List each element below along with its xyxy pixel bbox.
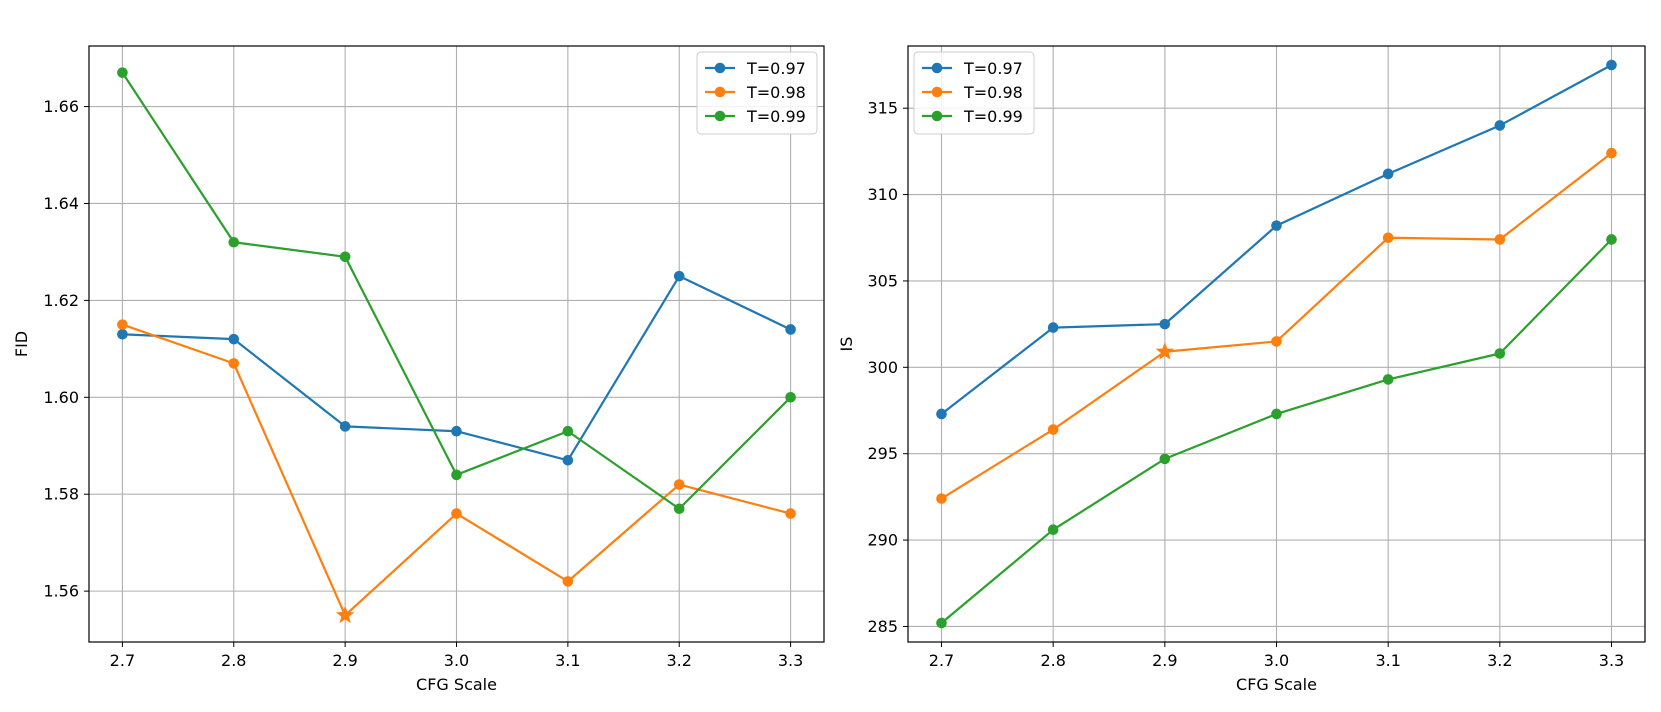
star-marker: [335, 605, 355, 624]
y-tick-label: 1.58: [43, 485, 79, 504]
y-tick-label: 285: [867, 617, 898, 636]
data-point: [339, 251, 351, 263]
y-tick-label: 295: [867, 444, 898, 463]
y-tick-label: 315: [867, 99, 898, 118]
y-tick-label: 305: [867, 271, 898, 290]
data-point: [936, 617, 947, 629]
data-point: [936, 493, 947, 504]
data-point: [117, 329, 128, 340]
data-point: [1159, 453, 1171, 465]
x-tick-label: 2.8: [1040, 651, 1065, 670]
data-point: [1494, 348, 1506, 359]
x-tick-label: 3.2: [1487, 651, 1512, 670]
x-tick-label: 3.1: [555, 651, 580, 670]
y-tick-label: 310: [867, 185, 898, 204]
data-point: [936, 408, 947, 420]
data-point: [1494, 234, 1506, 245]
x-tick-label: 3.1: [1375, 651, 1400, 670]
data-point: [1047, 322, 1059, 333]
legend-marker: [714, 86, 726, 98]
x-tick-label: 3.3: [778, 651, 803, 670]
data-point: [673, 479, 685, 490]
data-point: [1606, 234, 1617, 245]
data-point: [1159, 318, 1171, 330]
data-point: [785, 392, 796, 403]
data-point: [228, 333, 240, 345]
data-point: [1047, 524, 1059, 536]
x-tick-label: 2.7: [929, 651, 954, 670]
data-point: [451, 425, 462, 437]
legend: T=0.97 T=0.98 T=0.99: [913, 51, 1035, 135]
legend-entry-label: T=0.97: [963, 59, 1023, 78]
data-point: [1382, 374, 1394, 385]
legend-entry-label: T=0.98: [746, 83, 806, 102]
data-point: [1606, 59, 1617, 71]
data-point: [785, 508, 796, 519]
x-tick-label: 2.7: [110, 651, 135, 670]
data-point: [228, 236, 240, 248]
x-tick-label: 2.8: [221, 651, 246, 670]
fid-panel: 2.7 2.8 2.9 3.0 3.1 3.2 3.3 1.56 1.58 1.60 1.62 1.6…: [12, 45, 825, 694]
data-point: [1271, 408, 1282, 420]
y-tick-label: 1.62: [43, 291, 79, 310]
data-point: [451, 508, 462, 519]
star-marker: [1155, 342, 1174, 360]
y-tick-label: 1.66: [43, 97, 79, 116]
data-point: [1382, 168, 1394, 180]
x-axis-label: CFG Scale: [1236, 675, 1317, 694]
y-tick-label: 290: [867, 531, 898, 550]
y-tick-label: 1.64: [43, 194, 79, 213]
y-tick-label: 300: [867, 358, 898, 377]
data-point: [117, 319, 128, 330]
data-point: [1271, 336, 1282, 347]
legend-box: [696, 51, 818, 135]
data-point: [562, 425, 574, 437]
data-point: [117, 67, 128, 78]
legend-entry-label: T=0.99: [746, 107, 806, 126]
legend-entry-label: T=0.98: [963, 83, 1023, 102]
legend-entry-label: T=0.99: [963, 107, 1023, 126]
y-tick-label: 1.60: [43, 388, 79, 407]
legend: T=0.97 T=0.98 T=0.99: [696, 51, 818, 135]
x-tick-label: 3.3: [1599, 651, 1624, 670]
legend-entry-label: T=0.97: [746, 59, 806, 78]
data-point: [1271, 220, 1282, 231]
legend-marker: [931, 110, 943, 122]
x-tick-label: 2.9: [1152, 651, 1177, 670]
legend-marker: [931, 62, 943, 74]
legend-box: [913, 51, 1035, 135]
data-point: [673, 503, 685, 515]
data-point: [673, 270, 685, 282]
x-tick-label: 3.0: [444, 651, 469, 670]
y-tick-label: 1.56: [43, 582, 79, 601]
data-point: [1494, 120, 1506, 131]
data-point: [1606, 147, 1617, 159]
data-point: [562, 454, 574, 466]
data-point: [562, 576, 574, 587]
is-panel: 2.7 2.8 2.9 3.0 3.1 3.2 3.3 285 290 295 300 305 310 3…: [837, 45, 1646, 694]
data-point: [339, 421, 351, 432]
x-tick-label: 3.0: [1264, 651, 1289, 670]
y-axis-label: IS: [837, 337, 856, 352]
x-tick-label: 3.2: [667, 651, 692, 670]
y-axis-label: FID: [12, 331, 31, 357]
data-point: [785, 324, 796, 335]
x-axis-label: CFG Scale: [416, 675, 497, 694]
data-point: [451, 469, 462, 481]
data-point: [1382, 232, 1394, 244]
data-point: [1047, 424, 1059, 435]
legend-marker: [931, 86, 943, 98]
legend-marker: [714, 62, 726, 74]
data-point: [228, 358, 240, 369]
legend-marker: [714, 110, 726, 122]
x-tick-label: 2.9: [332, 651, 357, 670]
